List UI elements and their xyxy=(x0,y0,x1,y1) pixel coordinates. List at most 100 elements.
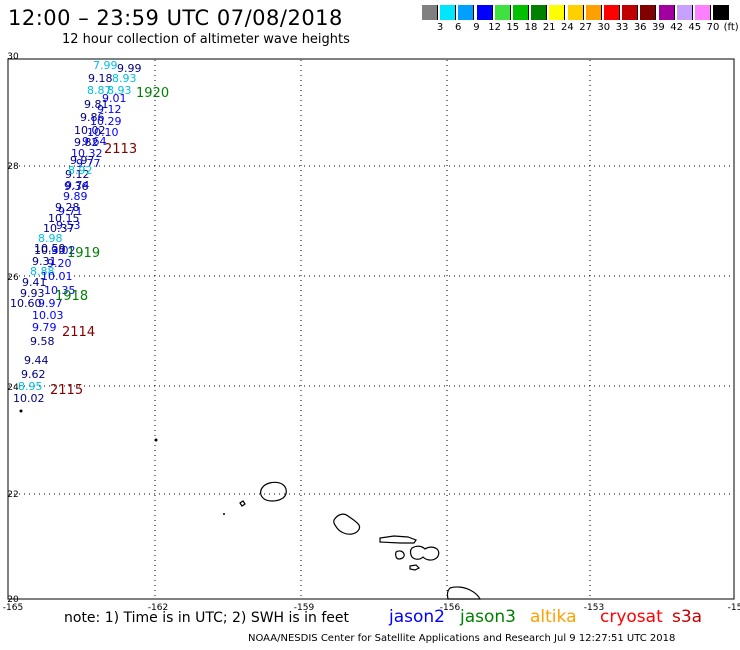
latitude-label: 22 xyxy=(7,490,18,500)
wave-height-label: 9.28 xyxy=(55,201,80,214)
color-scale-swatch xyxy=(585,5,602,20)
color-scale-swatch xyxy=(513,5,529,20)
longitude-label: -15 xyxy=(728,603,740,613)
color-scale-swatch xyxy=(440,5,457,20)
latitude-label: 20 xyxy=(7,595,19,605)
color-scale-swatch xyxy=(640,5,657,20)
longitude-label: -153 xyxy=(584,603,604,613)
island-hawaii xyxy=(446,586,481,600)
wave-height-label: 9.62 xyxy=(21,368,46,381)
footer-note: note: 1) Time is in UTC; 2) SWH is in fe… xyxy=(64,610,350,626)
color-scale-label: 3 xyxy=(436,22,444,33)
wave-height-label: 9.64 xyxy=(82,135,107,148)
island-molokai xyxy=(379,535,417,544)
color-scale-swatch xyxy=(676,5,693,20)
color-scale-swatch xyxy=(622,5,639,20)
wave-height-label: 9.18 xyxy=(88,72,113,85)
wave-height-label: 9.41 xyxy=(22,276,47,289)
wave-height-label: 10.15 xyxy=(48,212,80,225)
wave-height-label: 9.31 xyxy=(32,255,57,268)
data-point-dot xyxy=(19,409,23,413)
color-scale-label: 33 xyxy=(615,22,629,33)
color-scale-label: 42 xyxy=(670,22,683,33)
color-scale-swatch xyxy=(604,5,620,20)
wave-height-label: 9.20 xyxy=(47,257,72,270)
wave-height-label: 10.02 xyxy=(74,124,106,137)
footer-credit: NOAA/NESDIS Center for Satellite Applica… xyxy=(248,633,676,644)
wave-height-label: 9.12 xyxy=(65,168,90,181)
wave-height-label: 10.32 xyxy=(71,147,103,160)
color-scale-swatch xyxy=(713,5,730,20)
color-scale-label: 6 xyxy=(455,22,462,33)
island-oahu xyxy=(333,513,361,535)
wave-height-label: 8.88 xyxy=(30,265,55,278)
color-scale-swatch xyxy=(695,5,711,20)
island-niihau xyxy=(239,500,246,507)
wave-height-label: 9.58 xyxy=(30,335,55,348)
wave-height-label: 9.44 xyxy=(24,354,49,367)
wave-height-label: 9.99 xyxy=(117,62,142,75)
pass-time-label: 1920 xyxy=(136,86,169,101)
wave-height-label: 9.71 xyxy=(58,205,83,218)
wave-height-label: 7.99 xyxy=(93,59,118,72)
wave-height-label: 8.87 xyxy=(87,84,112,97)
island-lanai xyxy=(395,550,405,560)
island-maui xyxy=(409,545,440,561)
color-scale-swatch xyxy=(567,5,584,20)
color-scale-label: 39 xyxy=(652,22,665,33)
color-scale-swatch xyxy=(458,5,475,20)
wave-height-label: 10.59 xyxy=(34,242,66,255)
wave-height-label: 10.03 xyxy=(32,309,64,322)
color-scale-swatch xyxy=(658,5,675,20)
color-scale-label: 15 xyxy=(506,22,520,33)
wave-height-label: 9.12 xyxy=(97,103,122,116)
satellite-legend-jason3: jason3 xyxy=(460,607,516,627)
color-scale-swatch xyxy=(476,5,493,20)
color-scale-swatch xyxy=(494,5,511,20)
wave-height-label: 8.93 xyxy=(107,84,132,97)
pass-time-label: 2113 xyxy=(104,142,137,157)
wave-height-label: 9.86 xyxy=(80,111,105,124)
satellite-legend-s3a: s3a xyxy=(672,607,703,627)
color-scale-label: 21 xyxy=(542,22,556,33)
latitude-label: 24 xyxy=(7,383,19,393)
longitude-label: -165 xyxy=(3,603,23,613)
wave-height-label: 10.29 xyxy=(90,115,122,128)
wave-height-label: 9.77 xyxy=(76,157,101,170)
color-scale-swatch xyxy=(549,5,566,20)
color-scale-label: 24 xyxy=(561,22,574,33)
wave-height-label: 10.01 xyxy=(41,270,73,283)
color-scale-swatch xyxy=(531,5,548,20)
wave-height-label: 9.82 xyxy=(74,136,99,149)
wave-height-label: 8.98 xyxy=(38,232,63,245)
wave-height-label: 8.95 xyxy=(18,380,43,393)
page-subtitle: 12 hour collection of altimeter wave hei… xyxy=(62,32,350,47)
latitude-label: 28 xyxy=(7,162,19,172)
page-title: 12:00 – 23:59 UTC 07/08/2018 xyxy=(8,6,343,30)
wave-height-label: 10.35 xyxy=(44,284,76,297)
wave-height-label: 8.92 xyxy=(68,164,93,177)
latitude-label: 26 xyxy=(7,273,19,283)
wave-height-label: 10.60 xyxy=(10,297,42,310)
wave-height-label: 10.10 xyxy=(87,126,119,139)
pass-time-label: 1919 xyxy=(67,246,100,261)
color-scale-label: 70 xyxy=(706,22,720,33)
map-frame xyxy=(7,58,735,600)
color-scale-label: 36 xyxy=(633,22,647,33)
wave-height-label: 10.37 xyxy=(43,222,75,235)
pass-time-label: 2114 xyxy=(62,325,95,340)
color-scale-label: 18 xyxy=(524,22,538,33)
wave-height-label: 9.02 xyxy=(51,244,76,257)
wave-height-label: 9.89 xyxy=(63,190,88,203)
satellite-legend-jason2: jason2 xyxy=(389,607,445,627)
wave-height-label: 9.36 xyxy=(64,180,89,193)
data-point-dot xyxy=(154,438,158,442)
wave-height-label: 9.97 xyxy=(70,154,95,167)
satellite-legend-altika: altika xyxy=(530,607,577,627)
satellite-legend-cryosat: cryosat xyxy=(600,607,663,627)
data-point-dot xyxy=(223,513,225,515)
longitude-label: -162 xyxy=(148,603,168,613)
wave-height-label: 9.79 xyxy=(32,321,57,334)
longitude-label: -159 xyxy=(294,603,315,613)
wave-height-label: 10.30 xyxy=(34,244,66,257)
